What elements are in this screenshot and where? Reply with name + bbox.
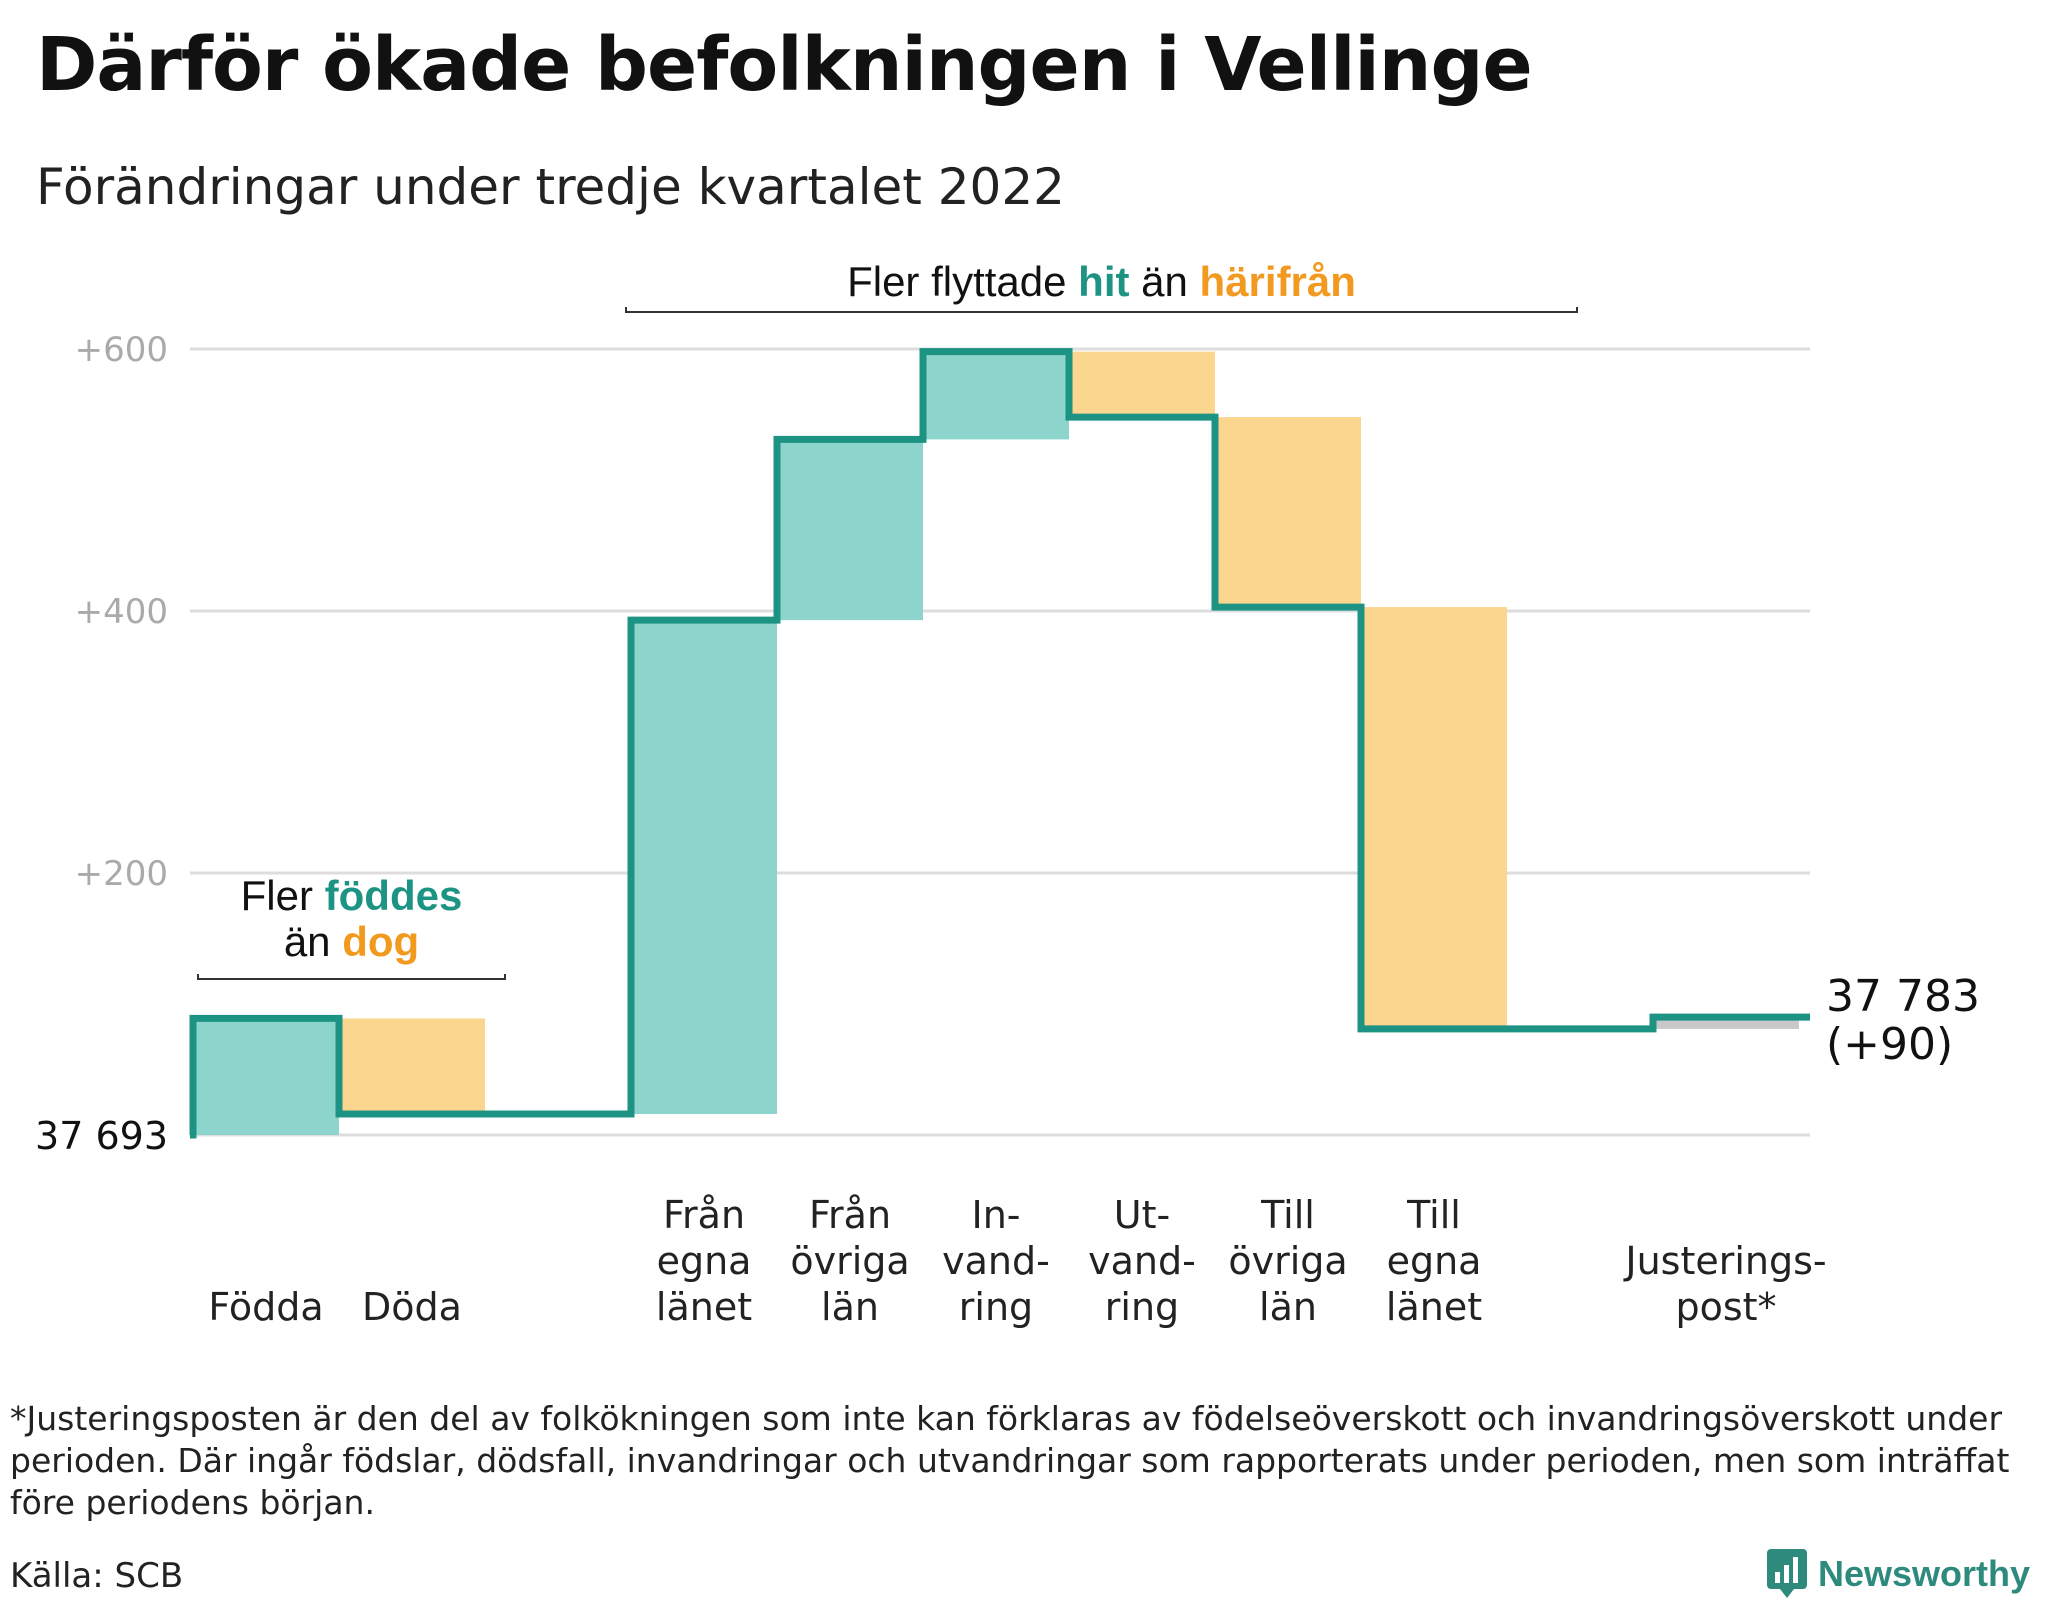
- bar-increase: [631, 620, 777, 1115]
- y-tick-label: +200: [75, 854, 168, 894]
- y-tick-label: +600: [75, 330, 168, 370]
- annotation-plain-text: än: [1129, 258, 1199, 305]
- annotation-teal-text: föddes: [325, 872, 463, 919]
- category-label: egna: [657, 1239, 752, 1283]
- category-label: övriga: [1228, 1239, 1347, 1283]
- category-label: länet: [656, 1285, 752, 1329]
- births-annotation-line-1: Fler föddes: [241, 872, 463, 919]
- category-label: vand-: [942, 1239, 1050, 1283]
- category-label: Från: [809, 1193, 891, 1237]
- bar-increase: [777, 439, 923, 621]
- bar-adjustment: [1653, 1017, 1799, 1029]
- category-label: ring: [959, 1285, 1033, 1329]
- logo-text: Newsworthy: [1818, 1553, 2031, 1594]
- category-label: länet: [1386, 1285, 1482, 1329]
- annotation-orange-text: dog: [342, 918, 419, 965]
- migration-bracket: [625, 307, 1578, 313]
- category-label: ring: [1105, 1285, 1179, 1329]
- category-label: övriga: [790, 1239, 909, 1283]
- category-label: län: [1259, 1285, 1317, 1329]
- cumulative-step-line: [189, 348, 1810, 1139]
- annotation-teal-text: hit: [1078, 258, 1129, 305]
- category-label: Födda: [208, 1285, 323, 1329]
- category-label: Till: [1260, 1193, 1315, 1237]
- bar-decrease: [1215, 417, 1361, 608]
- category-label: vand-: [1088, 1239, 1196, 1283]
- y-tick-label: +400: [75, 592, 168, 632]
- category-label: län: [821, 1285, 879, 1329]
- category-label: Ut-: [1114, 1193, 1170, 1237]
- newsworthy-logo-icon: [1767, 1549, 1807, 1598]
- births-bracket: [197, 974, 506, 980]
- annotation-plain-text: än: [284, 918, 342, 965]
- newsworthy-logo: Newsworthy: [1766, 1548, 2030, 1600]
- chart-subtitle: Förändringar under tredje kvartalet 2022: [36, 158, 1065, 216]
- footnote: *Justeringsposten är den del av folkökni…: [10, 1399, 2010, 1522]
- bar-increase: [193, 1018, 339, 1135]
- category-label: Justerings-: [1623, 1239, 1826, 1283]
- category-label: Döda: [362, 1285, 462, 1329]
- bar-decrease: [1361, 607, 1507, 1029]
- category-label: Från: [663, 1193, 745, 1237]
- category-label: post*: [1675, 1285, 1776, 1329]
- annotation-plain-text: Fler: [241, 872, 325, 919]
- annotation-plain-text: Fler flyttade: [847, 258, 1078, 305]
- end-value-label: 37 783: [1826, 971, 1980, 1022]
- start-value-label: 37 693: [35, 1114, 168, 1158]
- bar-decrease: [339, 1018, 485, 1115]
- bar-increase: [923, 351, 1069, 440]
- bar-decrease: [1069, 351, 1215, 418]
- births-annotation-line-2: än dog: [284, 918, 419, 965]
- migration-annotation: Fler flyttade hit än härifrån: [847, 258, 1356, 305]
- category-label: In-: [971, 1193, 1020, 1237]
- page-title: Därför ökade befolkningen i Vellinge: [36, 22, 1533, 108]
- annotation-orange-text: härifrån: [1200, 258, 1356, 305]
- end-change-label: (+90): [1826, 1019, 1953, 1070]
- category-label: Till: [1406, 1193, 1461, 1237]
- source-label: Källa: SCB: [10, 1556, 184, 1596]
- category-label: egna: [1387, 1239, 1482, 1283]
